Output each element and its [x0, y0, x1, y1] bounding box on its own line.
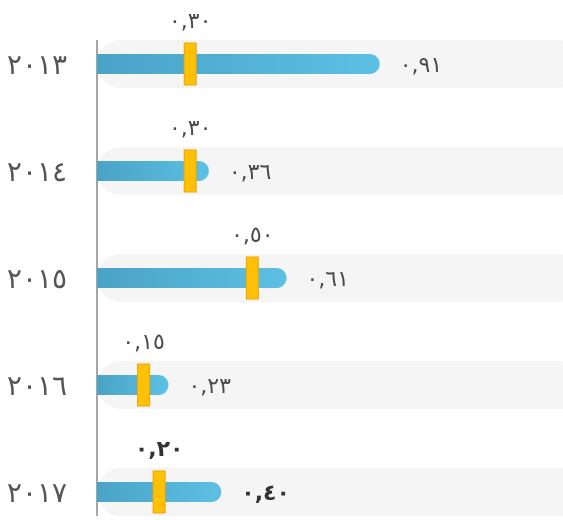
row-track [97, 254, 563, 302]
target-marker [245, 256, 259, 300]
bar [97, 375, 169, 395]
bar [97, 54, 380, 74]
category-label: ٢٠١٣ [7, 48, 67, 81]
bar-value-label: ٠,٩١ [400, 53, 442, 78]
marker-value-label: ٠,١٥ [122, 330, 164, 355]
category-label: ٢٠١٦ [7, 369, 67, 402]
category-label: ٢٠١٧ [7, 476, 67, 509]
row-track [97, 361, 563, 409]
marker-value-label: ٠,٣٠ [169, 9, 211, 34]
target-marker [152, 470, 166, 514]
bar-value-label: ٠,٣٦ [229, 160, 271, 185]
bar [97, 268, 287, 288]
bar [97, 161, 209, 181]
target-marker [183, 149, 197, 193]
row-track [97, 468, 563, 516]
row-track [97, 147, 563, 195]
marker-value-label: ٠,٥٠ [231, 223, 273, 248]
target-marker [137, 363, 151, 407]
marker-value-label: ٠,٢٠ [135, 437, 184, 462]
bar-value-label: ٠,٢٣ [188, 374, 231, 399]
target-marker [183, 42, 197, 86]
marker-value-label: ٠,٣٠ [169, 116, 211, 141]
category-label: ٢٠١٥ [7, 262, 67, 295]
bar-value-label: ٠,٤٠ [241, 481, 290, 506]
category-label: ٢٠١٤ [7, 155, 67, 188]
bar-value-label: ٠,٦١ [307, 267, 349, 292]
